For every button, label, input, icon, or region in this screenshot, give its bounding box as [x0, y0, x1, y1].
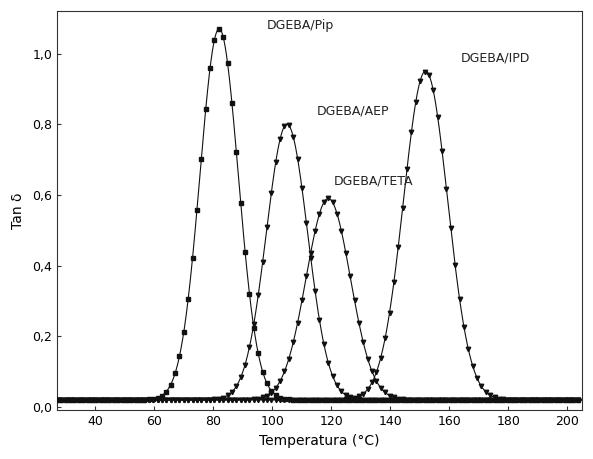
X-axis label: Temperatura (°C): Temperatura (°C)	[259, 434, 380, 448]
Text: DGEBA/TETA: DGEBA/TETA	[334, 175, 414, 188]
Text: DGEBA/AEP: DGEBA/AEP	[317, 104, 389, 117]
Text: DGEBA/IPD: DGEBA/IPD	[461, 51, 530, 64]
Y-axis label: Tan δ: Tan δ	[11, 192, 25, 229]
Text: DGEBA/Pip: DGEBA/Pip	[266, 19, 334, 32]
